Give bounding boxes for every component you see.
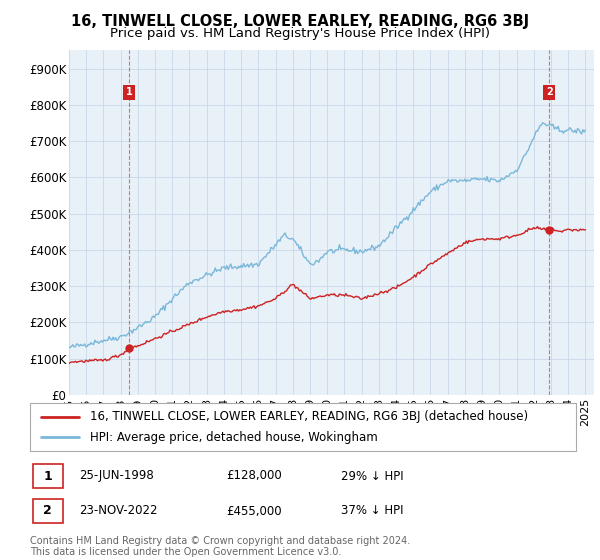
Text: 1: 1 bbox=[125, 87, 132, 97]
Text: £128,000: £128,000 bbox=[227, 469, 283, 483]
Text: Contains HM Land Registry data © Crown copyright and database right 2024.
This d: Contains HM Land Registry data © Crown c… bbox=[30, 535, 410, 557]
Text: 2: 2 bbox=[546, 87, 553, 97]
Text: 1: 1 bbox=[43, 469, 52, 483]
FancyBboxPatch shape bbox=[33, 464, 63, 488]
FancyBboxPatch shape bbox=[33, 499, 63, 523]
Text: 16, TINWELL CLOSE, LOWER EARLEY, READING, RG6 3BJ (detached house): 16, TINWELL CLOSE, LOWER EARLEY, READING… bbox=[90, 410, 528, 423]
Text: 2: 2 bbox=[43, 505, 52, 517]
Text: 25-JUN-1998: 25-JUN-1998 bbox=[79, 469, 154, 483]
Text: 29% ↓ HPI: 29% ↓ HPI bbox=[341, 469, 404, 483]
Text: 16, TINWELL CLOSE, LOWER EARLEY, READING, RG6 3BJ: 16, TINWELL CLOSE, LOWER EARLEY, READING… bbox=[71, 14, 529, 29]
Text: HPI: Average price, detached house, Wokingham: HPI: Average price, detached house, Woki… bbox=[90, 431, 378, 444]
Text: £455,000: £455,000 bbox=[227, 505, 282, 517]
Text: 37% ↓ HPI: 37% ↓ HPI bbox=[341, 505, 404, 517]
Text: 23-NOV-2022: 23-NOV-2022 bbox=[79, 505, 158, 517]
FancyBboxPatch shape bbox=[30, 403, 576, 451]
Text: Price paid vs. HM Land Registry's House Price Index (HPI): Price paid vs. HM Land Registry's House … bbox=[110, 27, 490, 40]
